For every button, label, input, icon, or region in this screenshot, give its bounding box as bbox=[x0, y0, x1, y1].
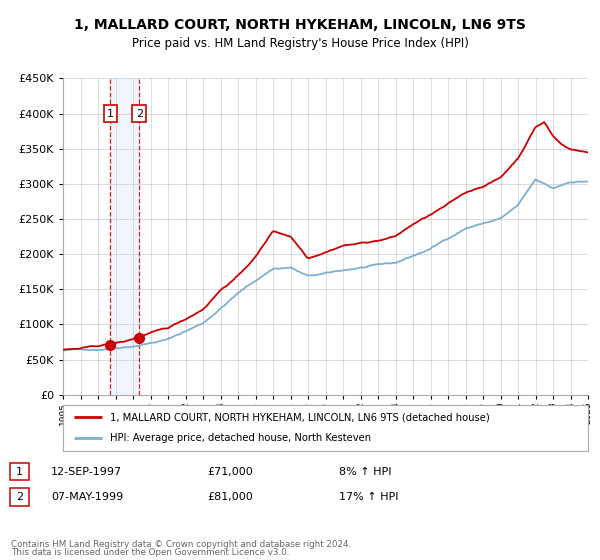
Bar bbox=[110, 78, 139, 395]
Text: £81,000: £81,000 bbox=[207, 492, 253, 502]
Text: Contains HM Land Registry data © Crown copyright and database right 2024.: Contains HM Land Registry data © Crown c… bbox=[11, 540, 351, 549]
Text: 2: 2 bbox=[136, 109, 143, 119]
Text: 1: 1 bbox=[16, 466, 23, 477]
Text: 17% ↑ HPI: 17% ↑ HPI bbox=[339, 492, 398, 502]
Text: 1, MALLARD COURT, NORTH HYKEHAM, LINCOLN, LN6 9TS (detached house): 1, MALLARD COURT, NORTH HYKEHAM, LINCOLN… bbox=[110, 412, 490, 422]
Text: HPI: Average price, detached house, North Kesteven: HPI: Average price, detached house, Nort… bbox=[110, 433, 371, 444]
Text: Price paid vs. HM Land Registry's House Price Index (HPI): Price paid vs. HM Land Registry's House … bbox=[131, 36, 469, 50]
Text: 1: 1 bbox=[107, 109, 114, 119]
Text: 12-SEP-1997: 12-SEP-1997 bbox=[51, 466, 122, 477]
Text: 07-MAY-1999: 07-MAY-1999 bbox=[51, 492, 123, 502]
Text: 1, MALLARD COURT, NORTH HYKEHAM, LINCOLN, LN6 9TS: 1, MALLARD COURT, NORTH HYKEHAM, LINCOLN… bbox=[74, 18, 526, 32]
Text: This data is licensed under the Open Government Licence v3.0.: This data is licensed under the Open Gov… bbox=[11, 548, 289, 557]
Text: 2: 2 bbox=[16, 492, 23, 502]
Text: 8% ↑ HPI: 8% ↑ HPI bbox=[339, 466, 391, 477]
Text: £71,000: £71,000 bbox=[207, 466, 253, 477]
